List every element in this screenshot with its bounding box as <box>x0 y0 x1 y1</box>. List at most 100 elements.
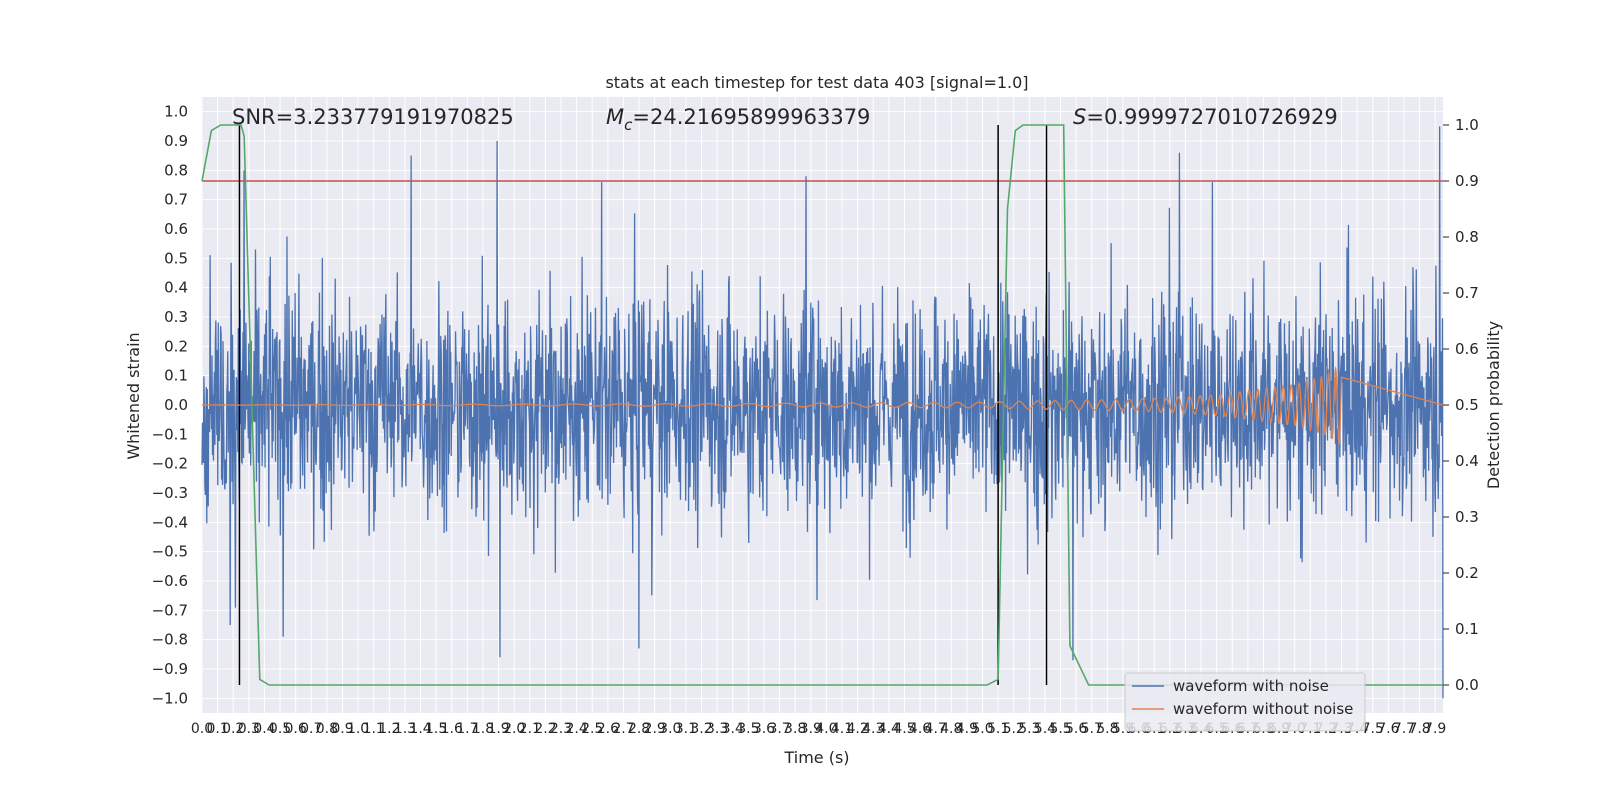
x-tick-label: 7.9 <box>1424 721 1446 737</box>
x-tick-label: 4.6 <box>909 721 931 737</box>
y-tick-label: −0.6 <box>152 572 188 590</box>
x-tick-label: 0.4 <box>253 721 275 737</box>
y-tick-label: 1.0 <box>164 103 188 121</box>
x-tick-label: 4.5 <box>893 721 915 737</box>
x-tick-label: 2.0 <box>503 721 525 737</box>
y-tick-label: 0.8 <box>164 161 188 179</box>
x-tick-label: 0.1 <box>206 721 228 737</box>
chirp-mass-value: =24.21695899963379 <box>632 105 870 129</box>
y2-tick-label: 0.5 <box>1455 396 1479 414</box>
y-tick-label: 0.2 <box>164 337 188 355</box>
x-tick-label: 2.8 <box>628 721 650 737</box>
x-tick-label: 3.9 <box>800 721 822 737</box>
y-tick-label: −0.4 <box>152 513 188 531</box>
y-tick-label: −1.0 <box>152 689 188 707</box>
y-tick-label: −0.8 <box>152 631 188 649</box>
chart-title: stats at each timestep for test data 403… <box>605 73 1028 92</box>
x-tick-label: 5.4 <box>1034 721 1056 737</box>
x-tick-label: 4.2 <box>846 721 868 737</box>
x-tick-label: 7.5 <box>1362 721 1384 737</box>
chirp-mass-annotation: Mc=24.21695899963379 <box>606 105 870 134</box>
x-tick-label: 0.0 <box>191 721 213 737</box>
y2-tick-label: 0.2 <box>1455 564 1479 582</box>
x-tick-label: 3.5 <box>737 721 759 737</box>
x-tick-label: 4.8 <box>940 721 962 737</box>
x-tick-label: 1.7 <box>456 721 478 737</box>
y2-tick-label: 1.0 <box>1455 116 1479 134</box>
x-tick-label: 3.4 <box>722 721 744 737</box>
y-tick-label: −0.9 <box>152 660 188 678</box>
x-tick-label: 1.8 <box>472 721 494 737</box>
y-tick-label: −0.7 <box>152 601 188 619</box>
y2-tick-label: 0.8 <box>1455 228 1479 246</box>
x-tick-label: 2.1 <box>519 721 541 737</box>
legend-label-clean: waveform without noise <box>1173 700 1353 718</box>
y2-axis-label: Detection probability <box>1484 321 1503 489</box>
y2-tick-label: 0.7 <box>1455 284 1479 302</box>
x-tick-label: 0.2 <box>222 721 244 737</box>
y-axis-label: Whitened strain <box>124 332 143 459</box>
x-tick-label: 0.9 <box>331 721 353 737</box>
x-tick-label: 5.2 <box>1003 721 1025 737</box>
y-tick-label: 0.9 <box>164 132 188 150</box>
x-tick-label: 5.5 <box>1049 721 1071 737</box>
x-tick-label: 0.7 <box>300 721 322 737</box>
x-tick-label: 2.3 <box>550 721 572 737</box>
x-tick-label: 7.8 <box>1408 721 1430 737</box>
y-tick-label: 0.7 <box>164 191 188 209</box>
y-tick-label: 0.6 <box>164 220 188 238</box>
x-tick-label: 4.1 <box>831 721 853 737</box>
x-tick-label: 1.4 <box>409 721 431 737</box>
x-tick-label: 0.8 <box>316 721 338 737</box>
x-tick-label: 0.5 <box>269 721 291 737</box>
x-tick-label: 2.5 <box>581 721 603 737</box>
x-tick-label: 3.2 <box>690 721 712 737</box>
y-tick-label: 0.0 <box>164 396 188 414</box>
y-axis-ticks: 1.0 0.9 0.8 0.7 0.6 0.5 0.4 0.3 0.2 0.1 0.0 −0.1 −0.… <box>152 103 188 708</box>
x-tick-label: 5.1 <box>987 721 1009 737</box>
x-tick-label: 4.4 <box>878 721 900 737</box>
x-tick-label: 3.3 <box>706 721 728 737</box>
x-tick-label: 4.3 <box>862 721 884 737</box>
detection-probability-line <box>201 124 1443 686</box>
x-tick-label: 1.3 <box>394 721 416 737</box>
s-value: =0.9999727010726929 <box>1086 105 1337 129</box>
legend-box <box>1124 672 1366 732</box>
x-tick-label: 2.9 <box>644 721 666 737</box>
y-tick-label: 0.3 <box>164 308 188 326</box>
x-tick-label: 2.6 <box>597 721 619 737</box>
y2-tick-label: 0.6 <box>1455 340 1479 358</box>
chirp-mass-subscript: c <box>624 116 633 134</box>
s-annotation: S=0.9999727010726929 <box>1073 105 1338 129</box>
y2-tick-label: 0.9 <box>1455 172 1479 190</box>
x-tick-label: 5.8 <box>1096 721 1118 737</box>
x-tick-label: 3.1 <box>675 721 697 737</box>
y-tick-label: 0.5 <box>164 249 188 267</box>
x-tick-label: 4.7 <box>925 721 947 737</box>
x-tick-label: 1.9 <box>487 721 509 737</box>
legend-label-noisy: waveform with noise <box>1173 677 1329 695</box>
x-tick-label: 1.6 <box>441 721 463 737</box>
x-axis-label: Time (s) <box>783 748 849 767</box>
x-tick-label: 7.7 <box>1393 721 1415 737</box>
y-tick-label: −0.5 <box>152 543 188 561</box>
y2-tick-label: 0.0 <box>1455 676 1479 694</box>
noisy-waveform-line <box>201 126 1444 699</box>
series-detection-probability <box>201 124 1443 686</box>
x-tick-label: 1.0 <box>347 721 369 737</box>
x-tick-label: 2.7 <box>612 721 634 737</box>
x-tick-label: 5.6 <box>1065 721 1087 737</box>
x-tick-label: 3.0 <box>659 721 681 737</box>
x-tick-label: 1.5 <box>425 721 447 737</box>
x-tick-label: 1.1 <box>363 721 385 737</box>
clean-waveform-line <box>202 366 1444 447</box>
y2-tick-label: 0.4 <box>1455 452 1479 470</box>
x-tick-label: 5.7 <box>1081 721 1103 737</box>
y-tick-label: 0.4 <box>164 279 188 297</box>
y-tick-label: −0.3 <box>152 484 188 502</box>
series-waveform-with-noise <box>201 126 1444 699</box>
snr-annotation: SNR=3.233779191970825 <box>232 105 514 129</box>
y-tick-label: 0.1 <box>164 367 188 385</box>
y2-tick-label: 0.1 <box>1455 620 1479 638</box>
